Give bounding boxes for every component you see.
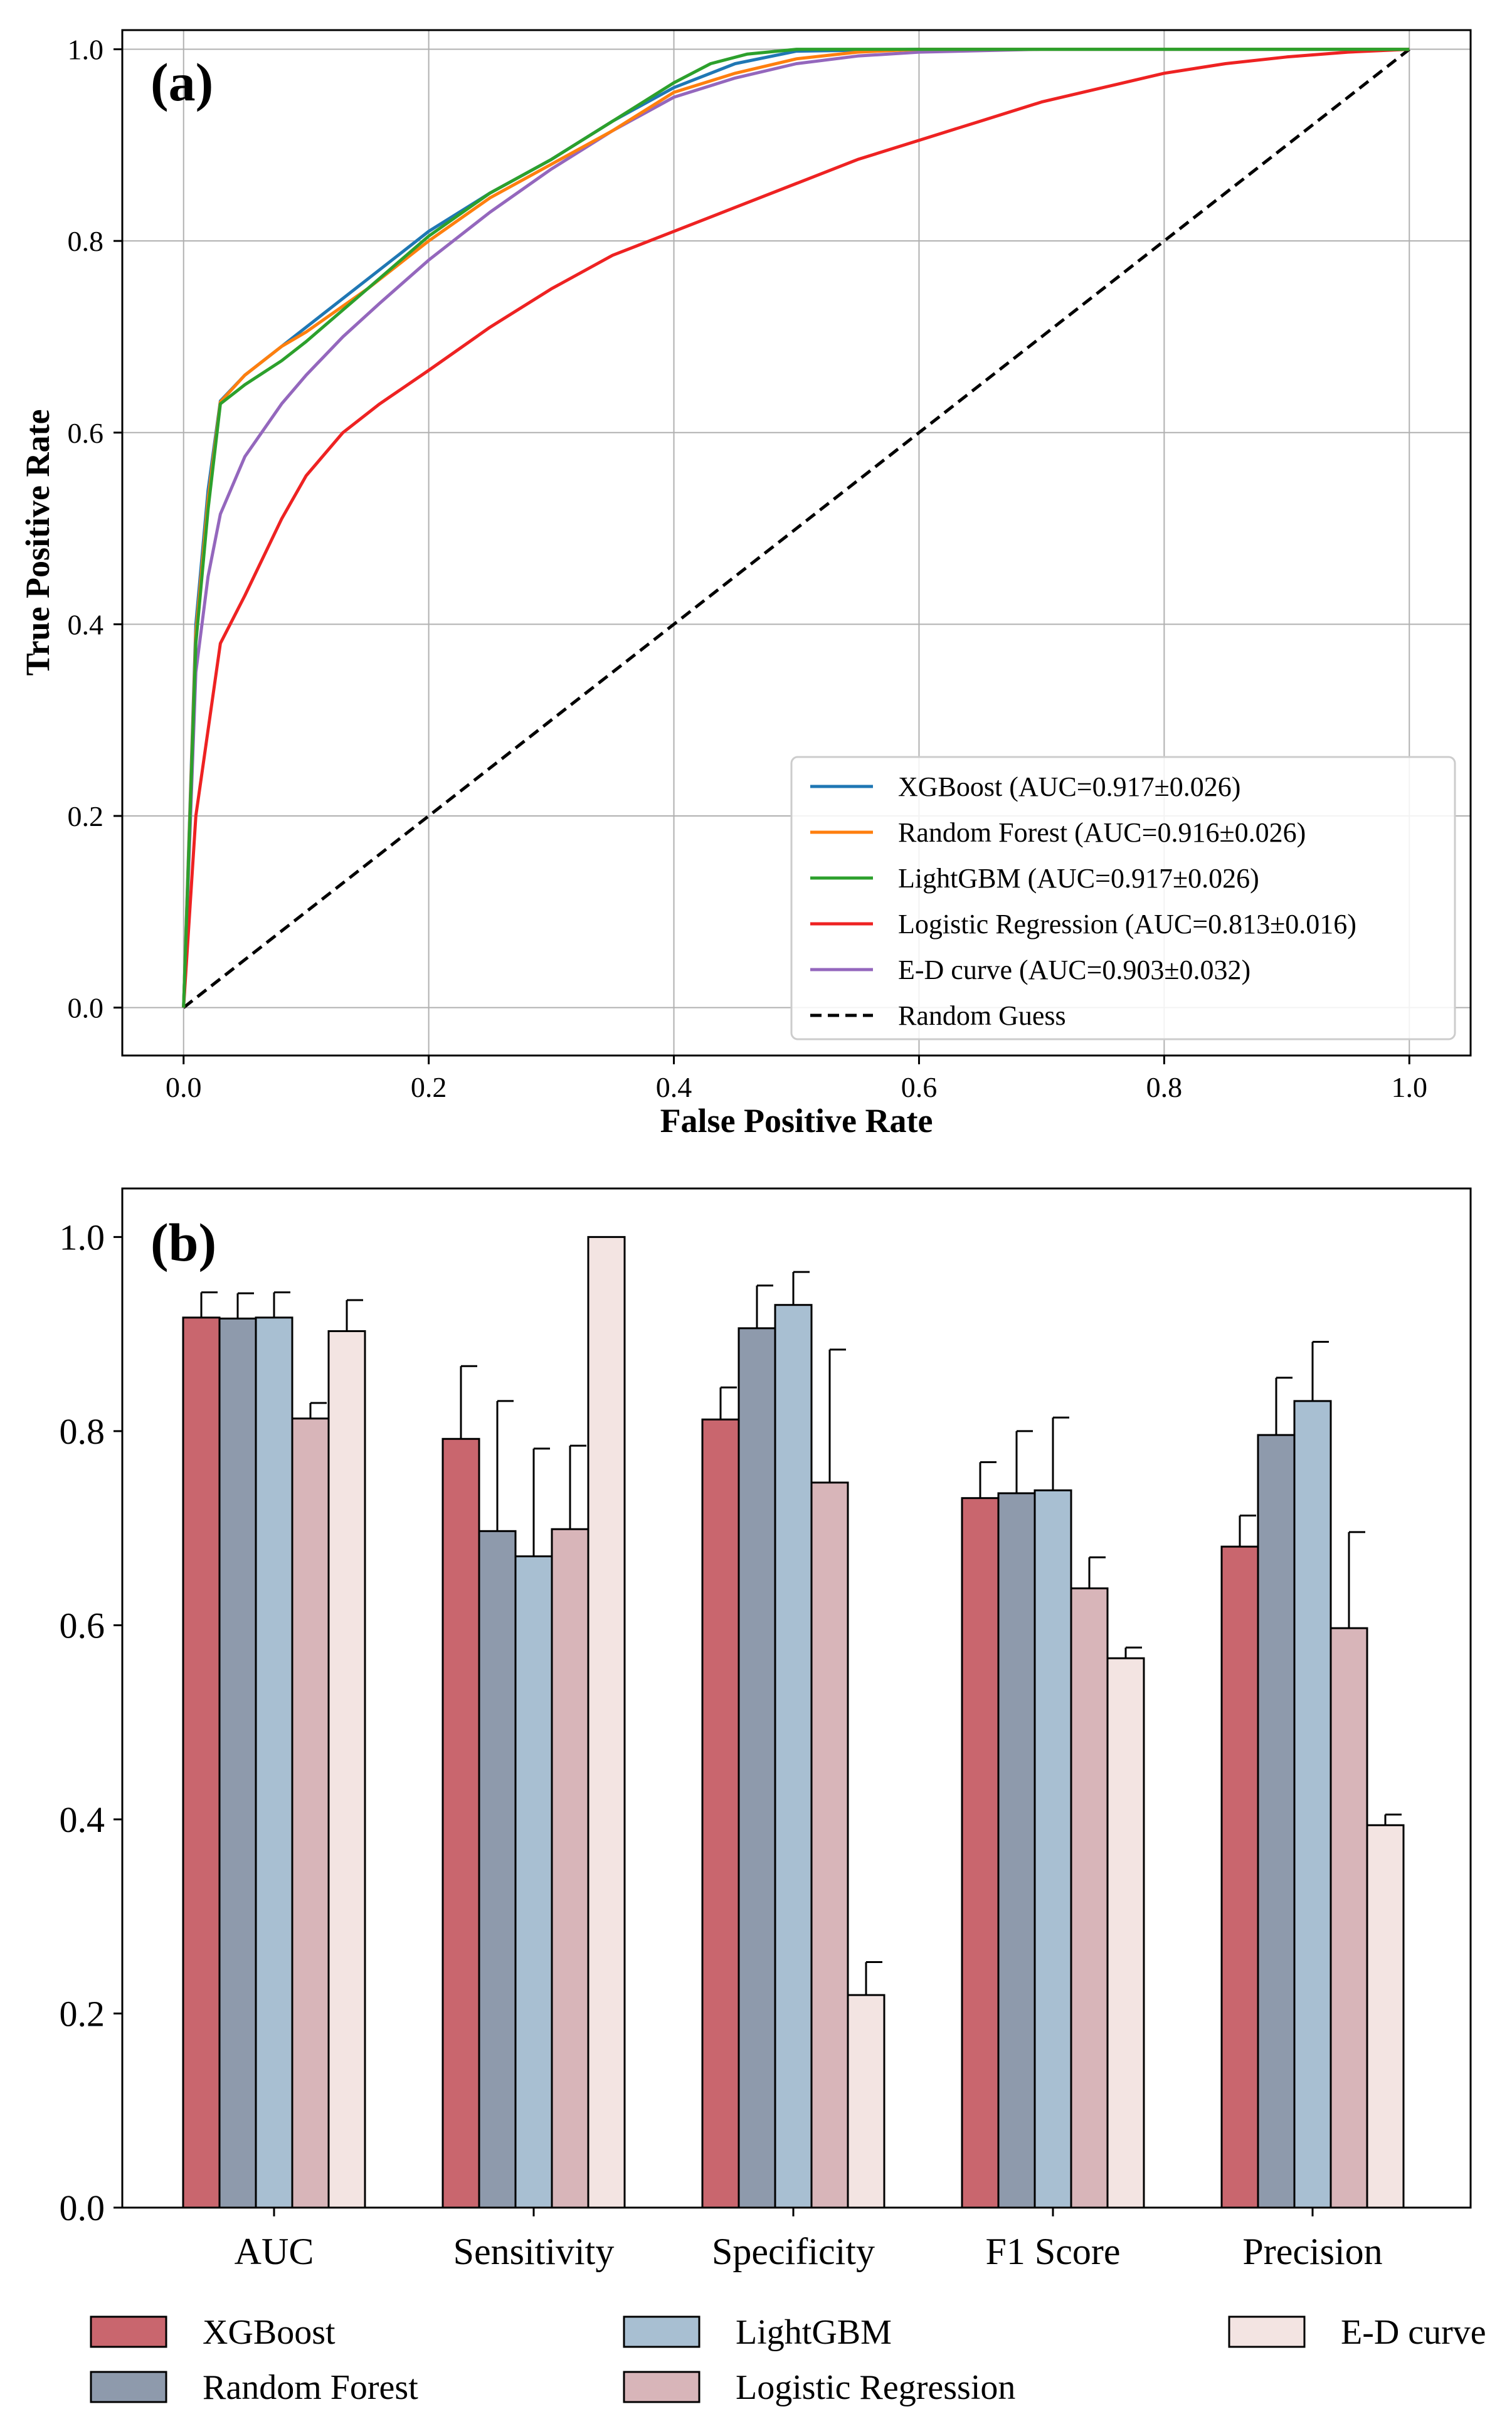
bar-1-2 [514,1555,553,2209]
roc-x-tick-label: 0.8 [1146,1071,1183,1103]
bar-legend: XGBoost Random Forest LightGBM Logistic Reg… [90,2313,1486,2407]
roc-curves [182,48,1410,1009]
bar-y-tick-label: 0.6 [60,1605,105,1646]
bar-y-tick-label: 0.0 [60,2188,105,2228]
roc-x-tick-label: 1.0 [1392,1071,1428,1103]
bar-0-0 [182,1316,221,2209]
bar-legend-swatch-4 [1228,2315,1306,2348]
roc-curve-3 [182,48,1410,1008]
bar-0-2 [255,1316,293,2209]
bar-3-1 [997,1492,1036,2209]
bar-2-1 [737,1327,776,2209]
bar-legend-label-3: Logistic Regression [736,2368,1015,2407]
roc-legend-label-0: XGBoost (AUC=0.917±0.026) [898,771,1240,802]
bar-legend-label-0: XGBoost [203,2313,336,2352]
bar-3-3 [1070,1587,1109,2209]
roc-ticks: 0.0 0.2 0.4 0.6 0.8 1.0 0.0 0.2 0.4 0.6 0.8 1.0 [68,34,1428,1103]
roc-legend-label-3: Logistic Regression (AUC=0.813±0.016) [898,909,1356,939]
bar-legend-swatch-1 [90,2371,167,2403]
roc-legend: XGBoost (AUC=0.917±0.026) Random Forest (… [790,756,1456,1040]
roc-plot-frame [121,29,1472,1057]
bar-category-label-3: F1 Score [986,2231,1121,2272]
bar-4-3 [1330,1627,1368,2209]
roc-x-tick-label: 0.4 [656,1071,692,1103]
error-bars [200,1271,1402,1996]
roc-x-axis-label: False Positive Rate [660,1102,933,1140]
roc-x-tick-label: 0.0 [166,1071,202,1103]
bar-1-4 [587,1236,626,2209]
roc-curve-2 [182,48,1410,1008]
roc-y-tick-label: 0.2 [68,800,104,832]
roc-x-tick-label: 0.6 [901,1071,938,1103]
bar-2-2 [774,1304,813,2209]
bar-panel-label: (b) [151,1212,216,1273]
roc-legend-box [790,756,1456,1040]
bar-0-4 [327,1330,366,2209]
bar-3-0 [961,1497,1000,2209]
bar-category-label-4: Precision [1242,2231,1382,2272]
roc-grid [122,30,1471,1056]
bar-4-4 [1366,1824,1405,2209]
bar-y-tick-label: 0.8 [60,1411,105,1452]
bar-1-1 [478,1530,517,2209]
bar-1-3 [551,1528,589,2209]
bar-category-label-1: Sensitivity [453,2231,615,2272]
bar-1-0 [441,1437,480,2209]
roc-legend-label-2: LightGBM (AUC=0.917±0.026) [898,863,1259,894]
roc-legend-label-4: E-D curve (AUC=0.903±0.032) [898,955,1250,985]
bar-3-4 [1106,1657,1145,2209]
roc-legend-label-1: Random Forest (AUC=0.916±0.026) [898,817,1306,848]
bar-0-1 [218,1317,257,2209]
roc-panel: 0.0 0.2 0.4 0.6 0.8 1.0 0.0 0.2 0.4 0.6 0.8 1.0 (a)… [19,29,1472,1140]
bar-marks [182,1236,1405,2209]
bar-legend-label-2: LightGBM [736,2313,892,2352]
bar-0-3 [291,1417,330,2209]
roc-y-tick-label: 0.6 [68,417,104,449]
bar-plot-frame [121,1187,1472,2209]
bar-panel: 0.0 0.2 0.4 0.6 0.8 1.0 AUC Sensitivity Specific… [60,1187,1486,2407]
bar-y-tick-label: 1.0 [60,1217,105,1257]
bar-2-3 [810,1481,849,2209]
roc-y-tick-label: 0.0 [68,992,104,1024]
bar-2-0 [701,1418,740,2209]
roc-curve-4 [182,48,1410,1008]
roc-y-tick-label: 0.4 [68,608,104,640]
bar-legend-label-1: Random Forest [203,2368,418,2407]
bar-legend-swatch-0 [90,2315,167,2348]
bar-ticks: 0.0 0.2 0.4 0.6 0.8 1.0 AUC Sensitivity Specific… [60,1217,1383,2272]
roc-legend-label-5: Random Guess [898,1000,1066,1031]
bar-legend-swatch-3 [623,2371,700,2403]
roc-curve-5 [182,48,1410,1009]
roc-y-tick-label: 0.8 [68,225,104,257]
roc-x-tick-label: 0.2 [411,1071,447,1103]
bar-3-2 [1034,1489,1072,2209]
bar-category-label-0: AUC [235,2231,314,2272]
bar-legend-swatch-2 [623,2315,700,2348]
roc-panel-label: (a) [151,52,213,112]
bar-4-2 [1293,1400,1332,2209]
bar-4-1 [1257,1434,1296,2209]
bar-2-4 [847,1994,886,2209]
bar-legend-label-4: E-D curve [1341,2313,1486,2352]
roc-y-axis-label: True Positive Rate [19,410,56,676]
roc-y-tick-label: 1.0 [68,34,104,66]
bar-y-tick-label: 0.4 [60,1799,105,1840]
bar-y-tick-label: 0.2 [60,1993,105,2034]
bar-category-label-2: Specificity [712,2231,875,2272]
bar-4-0 [1220,1545,1259,2209]
